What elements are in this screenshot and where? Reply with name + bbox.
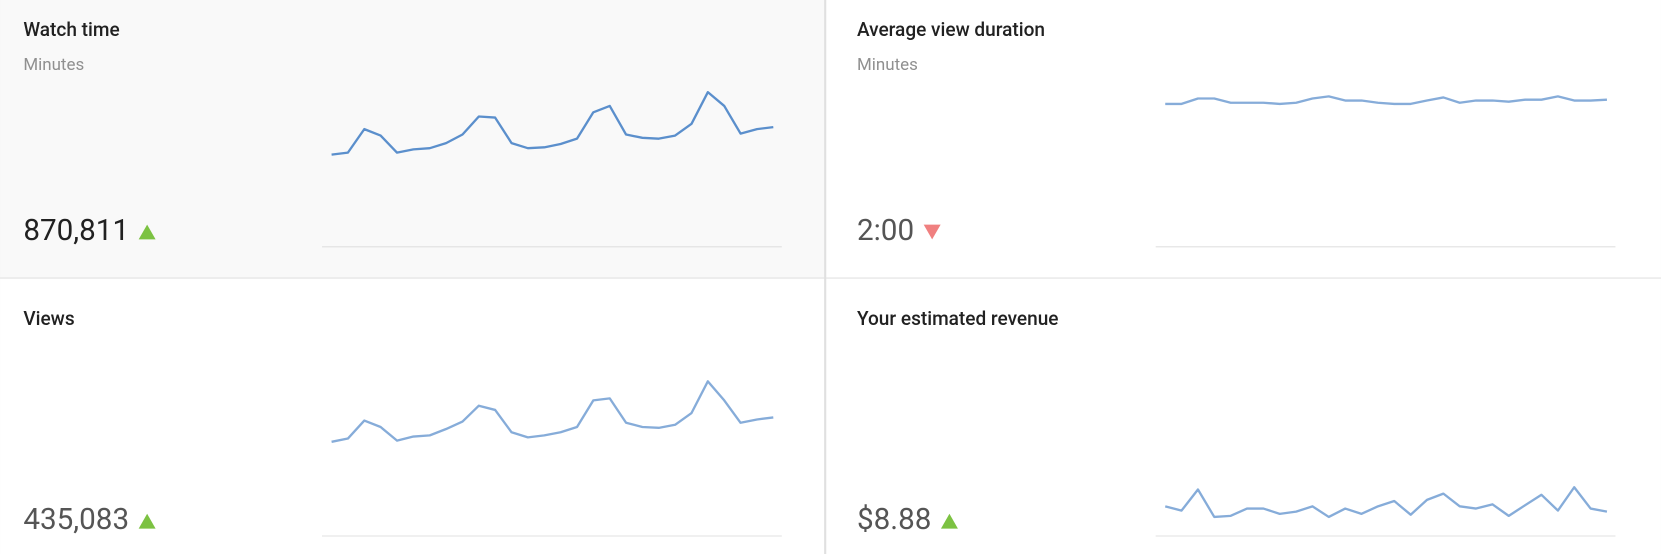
card-title: Average view duration	[857, 18, 1045, 41]
sparkline	[331, 380, 774, 443]
card[interactable]	[0, 0, 825, 278]
trend-arrow	[138, 224, 156, 240]
card-title: Your estimated revenue	[857, 307, 1059, 330]
sparkline	[1165, 95, 1608, 106]
trend-arrow	[940, 513, 958, 529]
card[interactable]	[826, 0, 1661, 278]
metric-value: 2:00	[857, 213, 914, 248]
sparkline	[1164, 486, 1608, 519]
card-subtitle: Minutes	[23, 55, 84, 75]
card-title: Views	[23, 307, 74, 330]
trend-arrow	[923, 224, 941, 240]
metric-value: $8.88	[857, 502, 931, 537]
metric-value: 870,811	[23, 213, 129, 248]
metric-value: 435,083	[23, 502, 129, 537]
sparkline	[331, 90, 774, 156]
card-subtitle: Minutes	[857, 55, 918, 75]
card-title: Watch time	[23, 18, 119, 41]
trend-arrow	[138, 513, 156, 529]
